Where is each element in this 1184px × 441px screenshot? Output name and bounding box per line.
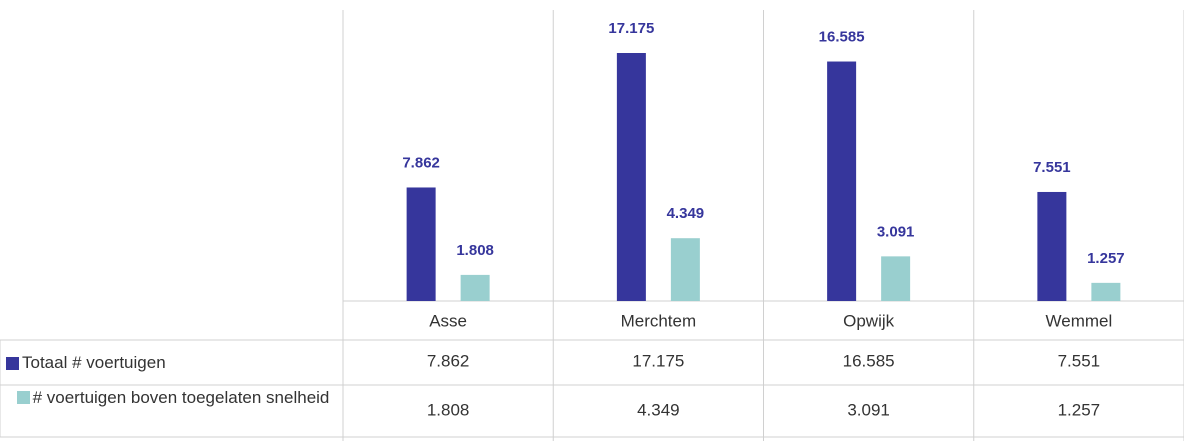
table-cell: 17.175: [632, 351, 684, 370]
table-cell: 16.585: [843, 351, 895, 370]
bar: [670, 238, 700, 301]
table-cell: 4.349: [637, 400, 680, 419]
data-label: 4.349: [667, 205, 705, 222]
legend-swatch: [16, 391, 30, 404]
data-label: 16.585: [819, 28, 865, 45]
data-label: 17.175: [608, 20, 654, 37]
x-tick-label: Opwijk: [843, 311, 895, 330]
table-cell: 1.808: [427, 400, 470, 419]
table-cell: 7.862: [427, 351, 470, 370]
bar: [881, 256, 911, 301]
table-cell: 7.551: [1058, 351, 1101, 370]
legend-entry: Totaal # voertuigen: [6, 341, 340, 385]
data-label: 7.551: [1033, 159, 1071, 176]
data-label: 1.808: [456, 242, 494, 259]
bar: [460, 274, 490, 301]
table-cell: 3.091: [847, 400, 890, 419]
bar: [406, 187, 436, 301]
data-label: 1.257: [1087, 250, 1125, 267]
bar: [1091, 282, 1121, 301]
legend-label: Totaal # voertuigen: [22, 353, 166, 372]
x-tick-label: Merchtem: [621, 311, 697, 330]
table-cell: 1.257: [1058, 400, 1101, 419]
bar: [1037, 191, 1067, 301]
bar: [616, 53, 646, 301]
legend-entry: # voertuigen boven toegelaten snelheid: [6, 387, 340, 437]
x-tick-label: Wemmel: [1046, 311, 1113, 330]
legend-swatch: [6, 356, 19, 370]
data-label: 3.091: [877, 223, 915, 240]
bar: [827, 61, 857, 301]
x-tick-label: Asse: [429, 311, 467, 330]
data-label: 7.862: [402, 154, 440, 171]
legend-label: # voertuigen boven toegelaten snelheid: [32, 388, 330, 407]
